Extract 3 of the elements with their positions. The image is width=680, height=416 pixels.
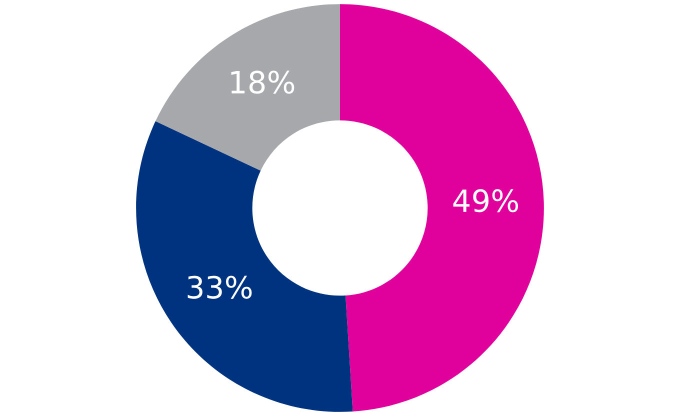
data-label: 49% — [453, 189, 518, 212]
data-label: 18% — [231, 70, 294, 94]
data-label: 33% — [188, 276, 252, 299]
